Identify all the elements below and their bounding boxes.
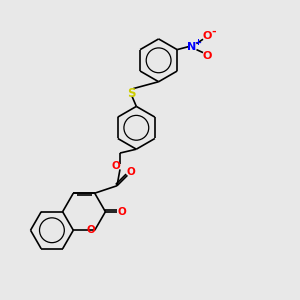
Text: O: O: [111, 161, 120, 171]
Text: S: S: [128, 86, 136, 100]
Text: O: O: [202, 31, 212, 41]
Text: O: O: [127, 167, 135, 177]
Text: O: O: [87, 225, 95, 235]
Text: O: O: [118, 207, 126, 217]
Text: +: +: [194, 38, 201, 47]
Text: N: N: [188, 42, 196, 52]
Text: -: -: [212, 27, 216, 37]
Text: O: O: [202, 51, 212, 61]
